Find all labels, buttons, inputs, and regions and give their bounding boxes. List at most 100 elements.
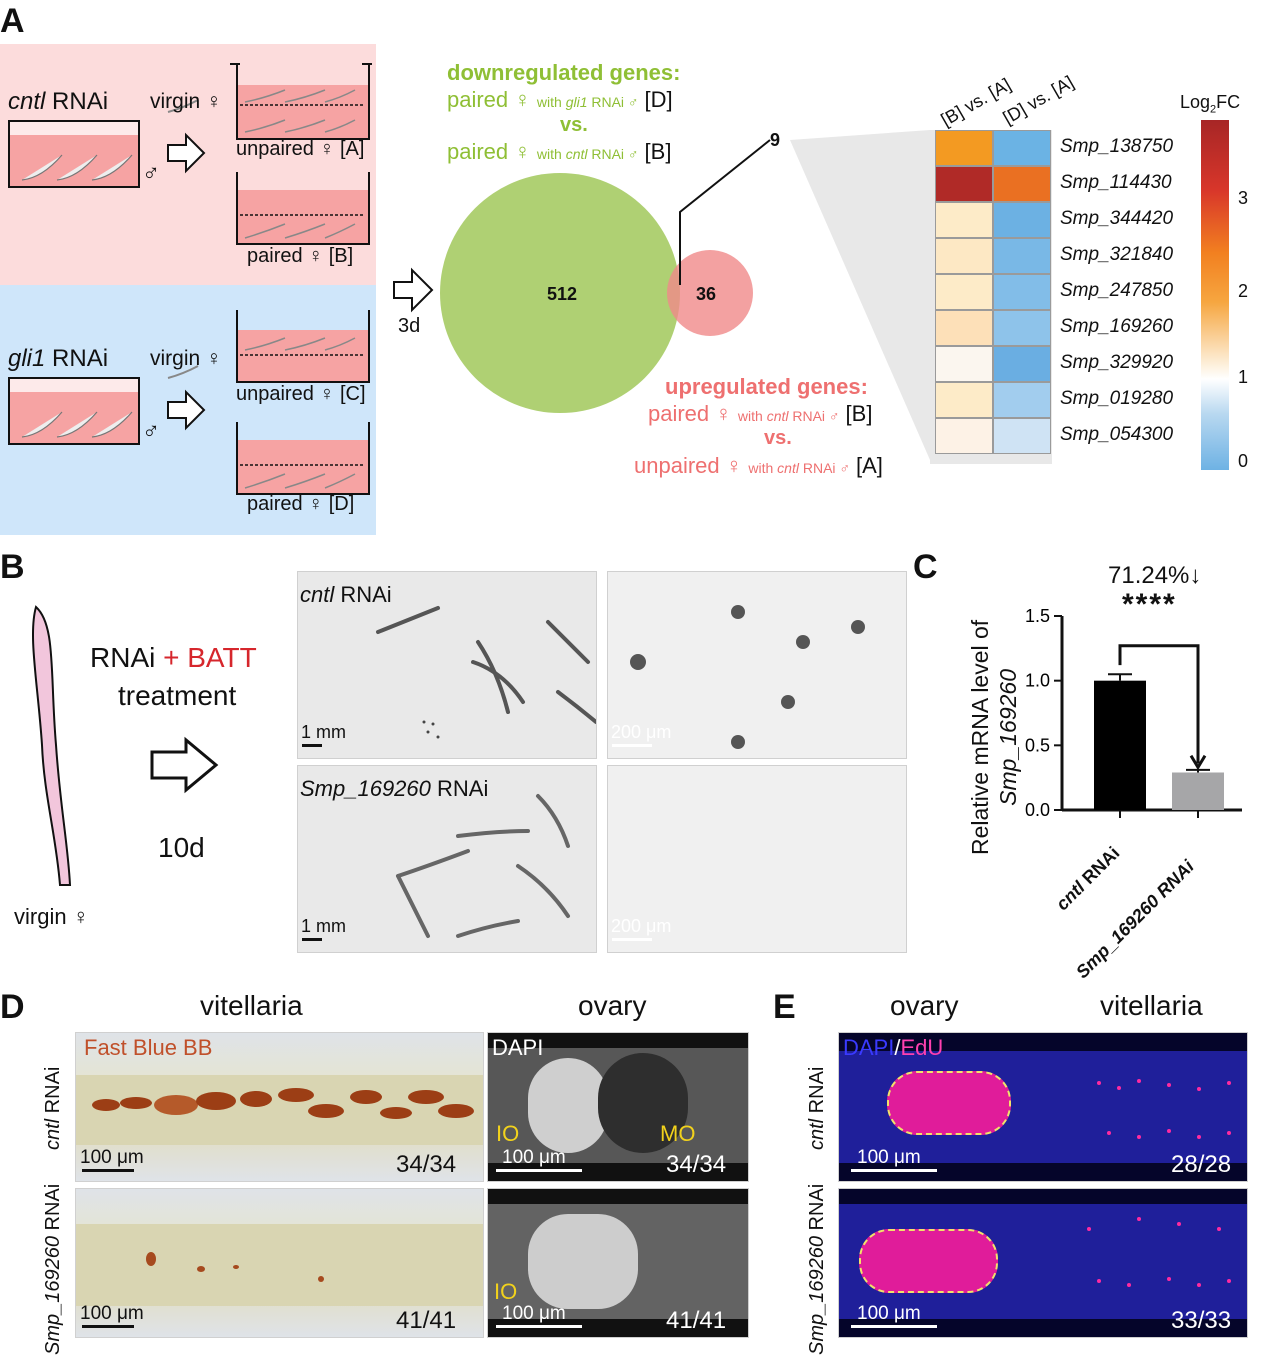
vitellaria-band-smp	[76, 1224, 483, 1306]
heatmap-cell	[935, 130, 993, 166]
male-symbol-cntl: ♂	[142, 160, 160, 187]
row-label-e-smp: Smp_169260 RNAi	[806, 1183, 828, 1355]
virgin-label-cntl: virgin ♀	[150, 90, 222, 113]
count-d2: 34/34	[666, 1151, 727, 1178]
scalebar-e2	[851, 1325, 937, 1328]
heatmap-cell	[993, 238, 1051, 274]
male-symbol-gli1: ♂	[142, 418, 160, 445]
virgin-worm-illustration	[32, 605, 72, 886]
dapi-edu-label: DAPI/EdU	[843, 1035, 944, 1060]
y-tick-label: 1.0	[1025, 671, 1050, 691]
ovary-title-e: ovary	[890, 990, 959, 1021]
micrograph-smp-1mm: Smp_169260 RNAi 1 mm	[297, 765, 597, 953]
scalebar-200um-2	[612, 938, 652, 941]
fastblue-smp: 100 μm 41/41	[75, 1188, 484, 1338]
heatmap-cell	[935, 274, 993, 310]
up-title: upregulated genes:	[665, 374, 868, 399]
bar	[1094, 680, 1146, 810]
up-line3: unpaired ♀ with cntl RNAi ♂ [A]	[634, 453, 883, 478]
legend-tick-0: 0	[1238, 451, 1249, 471]
scalebar-1mm	[302, 744, 322, 747]
legend-title: Log2FC	[1180, 92, 1241, 116]
scalebar-1mm-2-label: 1 mm	[301, 916, 346, 936]
virgin-label-gli1: virgin ♀	[150, 347, 222, 370]
row-label-d-cntl: cntl RNAi	[42, 1066, 64, 1150]
heatmap-gene-label: Smp_169260	[1060, 316, 1174, 337]
count-d3: 41/41	[396, 1307, 457, 1334]
heatmap-gene-label: Smp_329920	[1060, 352, 1174, 373]
heatmap-cell	[935, 382, 993, 418]
panel-label-e: E	[773, 988, 796, 1026]
row-label-d-smp: Smp_169260 RNAi	[42, 1183, 64, 1355]
mo-region-cntl	[598, 1053, 688, 1153]
virgin-worm	[167, 99, 199, 113]
heatmap-cell	[935, 310, 993, 346]
paired-d-label: paired ♀ [D]	[247, 493, 355, 515]
scalebar-d3-label: 100 μm	[80, 1303, 144, 1324]
heatmap-col2-label: [D] vs. [A]	[999, 71, 1078, 129]
scalebar-d4	[496, 1325, 582, 1328]
vitellaria-title-d: vitellaria	[200, 990, 303, 1021]
scalebar-d1	[82, 1169, 134, 1172]
heatmap-gene-label: Smp_054300	[1060, 424, 1174, 445]
bar-chart-annotation-pct: 71.24%↓	[1108, 562, 1202, 589]
scalebar-1mm-2	[302, 938, 322, 941]
heatmap-cell	[993, 310, 1051, 346]
panel-a-drawings	[21, 63, 434, 495]
virgin-label-b: virgin ♀	[14, 904, 90, 929]
heatmap-cell	[935, 238, 993, 274]
row-label-e-cntl: cntl RNAi	[806, 1066, 828, 1150]
io-region-cntl	[528, 1058, 608, 1153]
count-d1: 34/34	[396, 1151, 457, 1178]
dapi-label-d: DAPI	[492, 1035, 544, 1060]
edu-smp: 100 μm 33/33	[838, 1188, 1248, 1338]
micrograph-cntl-1mm: cntl RNAi 1 mm	[297, 571, 597, 759]
dapi-cntl: DAPI IO MO 100 μm 34/34	[487, 1032, 749, 1182]
fastblue-cntl: Fast Blue BB 100 μm 34/34	[75, 1032, 484, 1182]
treatment-arrow	[150, 736, 219, 794]
io-label-d2: IO	[494, 1279, 518, 1304]
smp-rnai-b-label: Smp_169260 RNAi	[300, 776, 489, 801]
count-e2: 33/33	[1171, 1307, 1232, 1334]
heatmap-gene-label: Smp_344420	[1060, 208, 1174, 229]
scalebar-d4-label: 100 μm	[502, 1303, 566, 1324]
unpaired-c-label: unpaired ♀ [C]	[236, 383, 366, 405]
heatmap-gene-label: Smp_321840	[1060, 244, 1174, 265]
y-tick-label: 0.5	[1025, 735, 1050, 755]
heatmap-cell	[993, 130, 1051, 166]
down-line1: paired ♀ with gli1 RNAi ♂ [D]	[447, 87, 673, 112]
heatmap-cell	[993, 382, 1051, 418]
micrograph-cntl-200um: 200 μm	[607, 571, 907, 759]
scalebar-200um-label: 200 μm	[611, 722, 672, 742]
scalebar-e2-label: 100 μm	[857, 1303, 921, 1324]
y-tick-label: 1.5	[1025, 606, 1050, 626]
gli1-rnai-label: gli1 RNAi	[8, 345, 109, 372]
scalebar-200um	[612, 744, 652, 747]
treatment-label: treatment	[118, 680, 237, 711]
down-line3: paired ♀ with cntl RNAi ♂ [B]	[447, 139, 672, 164]
significance-arrowhead	[1189, 754, 1207, 771]
scalebar-d3	[82, 1325, 134, 1328]
zoom-wedge	[790, 130, 930, 460]
up-vs: vs.	[764, 427, 792, 449]
up-line1: paired ♀ with cntl RNAi ♂ [B]	[648, 401, 873, 426]
cntl-rnai-b-label: cntl RNAi	[300, 582, 392, 607]
unpaired-a-label: unpaired ♀ [A]	[236, 138, 365, 160]
vitellaria-band-cntl	[76, 1075, 483, 1145]
heatmap-cell	[993, 274, 1051, 310]
heatmap	[935, 130, 1051, 456]
scalebar-e1	[851, 1169, 937, 1172]
heatmap-cell	[935, 418, 993, 454]
edu-ovary-blob-cntl	[887, 1071, 1011, 1135]
time-3d-label: 3d	[398, 315, 421, 337]
heatmap-gene-labels: Smp_138750 Smp_114430 Smp_344420 Smp_321840…	[1060, 130, 1200, 460]
count-d4: 41/41	[666, 1307, 727, 1334]
heatmap-cell	[935, 202, 993, 238]
bar	[1172, 772, 1224, 810]
scalebar-d1-label: 100 μm	[80, 1147, 144, 1168]
venn-diagram	[440, 139, 771, 413]
scalebar-e1-label: 100 μm	[857, 1147, 921, 1168]
edu-cntl: DAPI/EdU 100 μm 28/28	[838, 1032, 1248, 1182]
edu-ovary-blob-smp	[859, 1229, 998, 1293]
scalebar-d2	[496, 1169, 582, 1172]
